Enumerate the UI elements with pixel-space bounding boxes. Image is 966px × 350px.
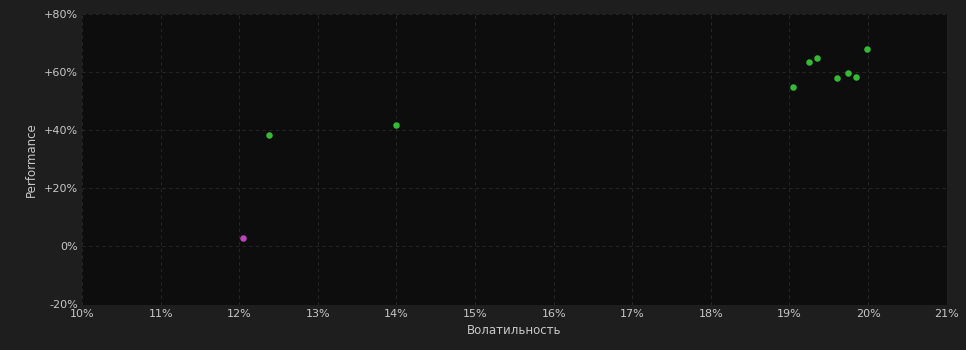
Point — [829, 76, 844, 81]
Point — [810, 55, 825, 61]
Point — [802, 59, 817, 65]
Point — [236, 235, 251, 240]
Point — [840, 70, 856, 76]
Point — [848, 75, 864, 80]
Y-axis label: Performance: Performance — [25, 122, 39, 197]
Point — [262, 132, 277, 137]
Point — [785, 84, 801, 90]
Point — [859, 46, 874, 52]
X-axis label: Волатильность: Волатильность — [468, 324, 561, 337]
Point — [388, 122, 404, 128]
